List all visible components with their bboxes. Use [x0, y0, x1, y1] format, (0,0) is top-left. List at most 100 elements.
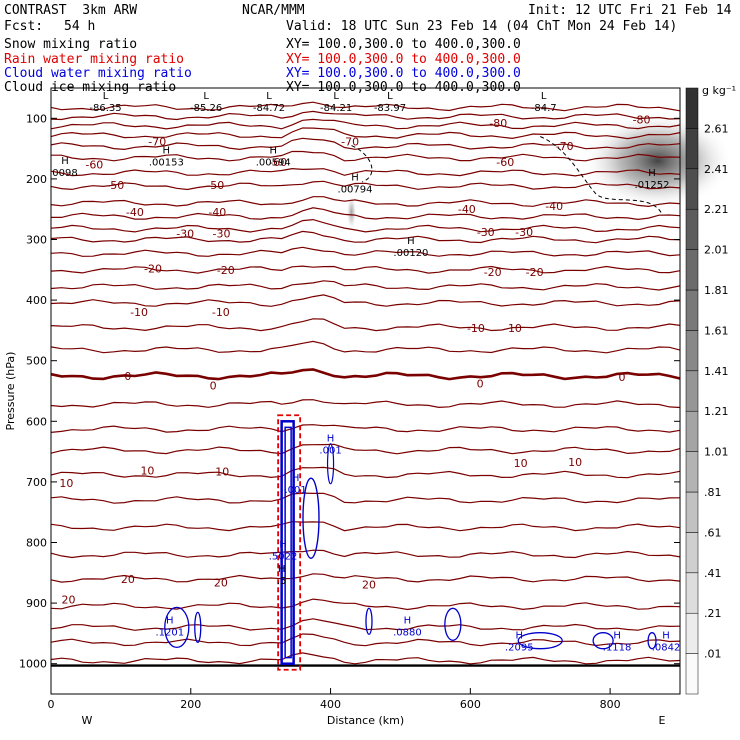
contour-label: -70: [148, 135, 166, 148]
contour-label: 20: [61, 593, 75, 606]
temperature-contour: [50, 137, 681, 151]
y-tick-label: 400: [26, 294, 47, 307]
contour-label: -40: [126, 206, 144, 219]
y-axis-label: Pressure (hPa): [4, 352, 17, 431]
cloud-water-core: [284, 426, 292, 659]
colorbar-tick-label: 2.41: [704, 163, 729, 176]
extremum-value: .2095: [505, 642, 534, 653]
contour-label: -20: [484, 266, 502, 279]
contour-label: -50: [106, 179, 124, 192]
contour-label: -20: [217, 264, 235, 277]
temperature-contour: [50, 399, 681, 409]
extremum-value: .001: [284, 485, 306, 496]
temperature-contour: [50, 265, 681, 274]
y-tick-label: 100: [26, 112, 47, 125]
extremum-type: H: [278, 564, 286, 575]
contour-label: -20: [144, 263, 162, 276]
contour-label: 20: [214, 576, 228, 589]
colorbar-segment: [685, 532, 699, 574]
colorbar-tick-label: .21: [704, 607, 722, 620]
x-tick-label: 600: [460, 698, 481, 711]
colorbar-segment: [685, 653, 699, 695]
colorbar-tick-label: 1.61: [704, 324, 729, 337]
colorbar-segment: [685, 370, 699, 412]
extremum-type: H: [515, 630, 523, 641]
contour-label: 10: [568, 456, 582, 469]
extremum-type: H: [61, 156, 69, 167]
extremum-type: L: [203, 91, 209, 102]
contour-label: -30: [213, 227, 231, 240]
y-tick-label: 500: [26, 355, 47, 368]
colorbar-segment: [685, 249, 699, 291]
extremum-type: L: [266, 91, 272, 102]
colorbar-segment: [685, 330, 699, 372]
y-tick-label: 300: [26, 234, 47, 247]
temperature-contour: [50, 340, 681, 354]
contour-label: -40: [458, 203, 476, 216]
contour-label: 0: [124, 370, 131, 383]
contour-label: 10: [514, 457, 528, 470]
extremum-type: L: [387, 91, 393, 102]
init-time: Init: 12 UTC Fri 21 Feb 14: [528, 3, 732, 18]
colorbar-tick-label: .81: [704, 486, 722, 499]
extremum-value: .00794: [338, 184, 373, 195]
temperature-contour: [50, 521, 681, 532]
x-tick-label: 800: [600, 698, 621, 711]
temperature-contour: [50, 652, 681, 665]
colorbar-segment: [685, 451, 699, 493]
extremum-value: .5022: [269, 552, 298, 563]
contour-label: -70: [556, 140, 574, 153]
low-cloud-cell: [365, 607, 373, 635]
contour-label: 20: [121, 573, 135, 586]
low-cloud-cell: [444, 607, 462, 641]
temperature-contour: [50, 318, 681, 332]
temperature-contour: [50, 167, 681, 177]
contour-label: -60: [496, 156, 514, 169]
colorbar-segment: [685, 410, 699, 452]
temperature-contour: [50, 443, 681, 455]
center-name: NCAR/MMM: [242, 3, 305, 18]
extremum-type: H: [407, 236, 415, 247]
extremum-value: .0842: [652, 642, 681, 653]
contour-label: -40: [208, 206, 226, 219]
temperature-contour: [50, 492, 681, 504]
temperature-contour: [50, 230, 681, 244]
low-cloud-cell: [592, 632, 614, 650]
temperature-contour: [50, 196, 681, 208]
field-cloudice-coords: XY= 100.0,300.0 to 400.0,300.0: [286, 80, 521, 95]
contour-label: 0: [618, 371, 625, 384]
cloud-water-cell: [326, 443, 335, 485]
temperature-contour: [50, 218, 681, 233]
low-cloud-cell: [647, 632, 657, 650]
colorbar-tick-label: 2.61: [704, 122, 729, 135]
extremum-value: .1118: [603, 642, 632, 653]
extremum-type: H: [351, 172, 359, 183]
field-rain-coords: XY= 100.0,300.0 to 400.0,300.0: [286, 52, 521, 67]
extremum-type: H: [327, 434, 335, 445]
temperature-contour: [50, 110, 681, 121]
forecast-label: Fcst:: [4, 19, 44, 34]
temperature-contour: [50, 549, 681, 559]
low-cloud-cell: [164, 606, 190, 648]
contour-label: -60: [85, 158, 103, 171]
contour-label: -80: [633, 114, 651, 127]
temperature-contour: [50, 466, 681, 479]
extremum-value: -86.35: [89, 103, 121, 114]
extremum-type: L: [541, 91, 547, 102]
contour-label: -10: [130, 306, 148, 319]
y-tick-label: 200: [26, 173, 47, 186]
extremum-value: .0880: [393, 627, 422, 638]
contour-label: -30: [176, 227, 194, 240]
ice-contour-2: [351, 145, 373, 183]
y-tick-label: 800: [26, 537, 47, 550]
temperature-contour: [51, 207, 681, 221]
plot-frame: [50, 87, 681, 695]
extremum-type: H: [292, 473, 300, 484]
contour-label: -20: [526, 266, 544, 279]
temperature-contour: [50, 368, 681, 381]
extremum-type: H: [613, 630, 621, 641]
contour-label: -60: [269, 156, 287, 169]
y-tick-label: 1000: [19, 658, 47, 671]
extremum-type: H: [269, 146, 277, 157]
contour-label: -40: [545, 200, 563, 213]
